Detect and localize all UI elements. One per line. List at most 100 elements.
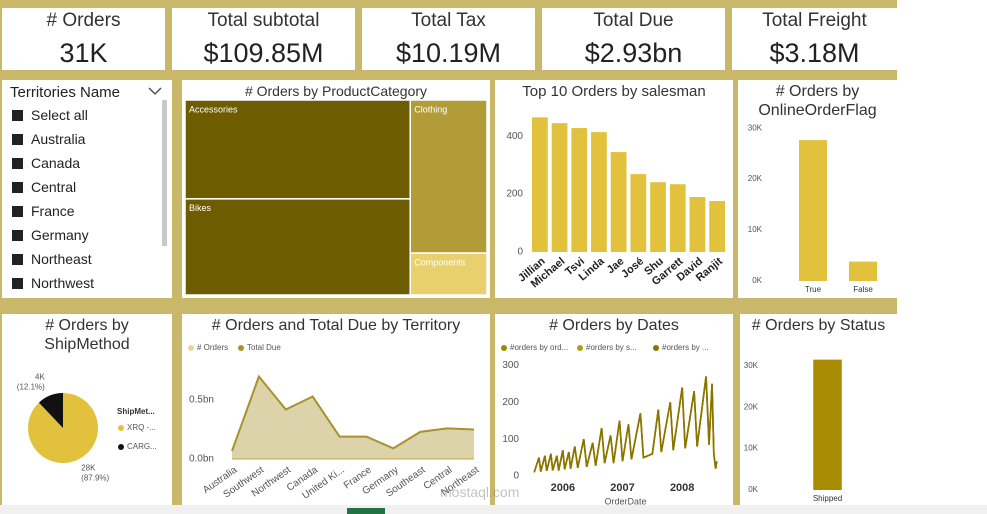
chart: 0K 10K 20K 30K Shipped	[744, 359, 842, 503]
x-tick-label: 2006	[551, 482, 575, 494]
chart-panel: # Orders and Total Due by Territory 0.0bn…	[182, 314, 490, 505]
chart: Accessories Bikes Clothing Components	[184, 99, 488, 296]
chart-title: # Orders and Total Due by Territory	[211, 317, 461, 334]
slicer: Territories Name Select all Australia Canad…	[2, 80, 172, 298]
chart-title: # Orders by Status	[751, 317, 886, 334]
chart-title: # Orders by Dates	[549, 317, 679, 334]
kpi-card: Total subtotal $109.85M	[172, 8, 355, 70]
chart-panel: Top 10 Orders by salesman 0 200 400 Jillian M…	[495, 80, 733, 298]
tile-label: Components	[414, 257, 466, 267]
checkbox	[12, 110, 23, 121]
legend-dot	[118, 425, 124, 431]
tile-label: Bikes	[189, 203, 212, 213]
card-label: Total Freight	[762, 10, 867, 31]
bar	[799, 140, 827, 281]
legend-dot	[238, 345, 244, 351]
chart-title: Top 10 Orders by salesman	[522, 83, 706, 100]
y-tick-label: 30K	[748, 123, 763, 132]
slicer-item[interactable]: Northeast	[12, 251, 92, 267]
card-value: 31K	[59, 38, 108, 68]
card-label: Total Tax	[411, 10, 486, 31]
bar	[689, 196, 706, 252]
bar	[669, 184, 686, 252]
slicer-item[interactable]: Select all	[12, 107, 88, 123]
card-value: $2.93bn	[584, 38, 683, 68]
y-tick-label: 30K	[744, 361, 759, 370]
chevron	[148, 87, 162, 95]
card-value: $3.18M	[769, 38, 860, 68]
bar	[709, 201, 726, 252]
series-line	[533, 376, 718, 473]
treemap-tile	[409, 252, 488, 296]
watermark: mostaql.com	[440, 484, 520, 500]
legend-dot	[188, 345, 194, 351]
chart-panel: # Orders by Status 0K 10K 20K 30K Shipped	[740, 314, 897, 505]
kpi-card: Total Due $2.93bn	[542, 8, 725, 70]
legend-label: #orders by ord...	[510, 343, 568, 352]
area-fill	[232, 376, 474, 459]
tile-label: Accessories	[189, 104, 238, 114]
pie-slice	[28, 393, 99, 463]
slicer-item[interactable]: Canada	[12, 155, 80, 171]
checkbox	[12, 134, 23, 145]
bar	[571, 128, 588, 252]
legend-dot	[501, 345, 507, 351]
pie-percent-label: (87.9%)	[81, 474, 109, 483]
slicer-item-label: Select all	[31, 107, 88, 123]
legend-label: XRQ -...	[127, 423, 156, 432]
bar	[551, 123, 568, 252]
y-tick-label: 0.5bn	[189, 395, 214, 406]
legend-label: #orders by ...	[662, 343, 709, 352]
y-tick-label: 20K	[748, 174, 763, 183]
card-label: Total Due	[593, 10, 674, 31]
y-tick-label: 0K	[748, 485, 758, 494]
y-tick-label: 200	[502, 397, 519, 408]
y-tick-label: 10K	[744, 444, 759, 453]
y-tick-label: 20K	[744, 402, 759, 411]
slicer-item[interactable]: Australia	[12, 131, 85, 147]
chart-panel: # Orders by OnlineOrderFlag 0K 10K 20K 30K Tr…	[738, 80, 897, 298]
y-tick-label: 300	[502, 360, 519, 371]
checkbox	[12, 206, 23, 217]
slicer-item-label: Canada	[31, 155, 81, 171]
pie-slice	[38, 393, 63, 428]
slicer-item-label: Central	[31, 179, 77, 195]
card-value: $10.19M	[395, 38, 502, 68]
slicer-item-label: France	[31, 203, 75, 219]
chart-title: # Orders by OnlineOrderFlag	[758, 83, 877, 119]
y-tick-label: 0	[517, 247, 523, 258]
legend-title: ShipMet...	[117, 407, 155, 416]
x-tick-label: 2008	[670, 482, 694, 494]
slicer-item-label: Northwest	[31, 275, 95, 291]
slicer-item-label: Northeast	[31, 251, 92, 267]
chart-panel: # Orders by ShipMethod 28K (87.9%) XRQ -...…	[2, 314, 172, 505]
checkbox	[12, 254, 23, 265]
pie-count-label: 28K	[81, 464, 96, 473]
card-value: $109.85M	[203, 38, 324, 68]
tab-bar	[0, 505, 987, 514]
checkbox	[12, 158, 23, 169]
bar	[531, 117, 548, 252]
bar	[849, 261, 877, 281]
slicer-item[interactable]: Germany	[12, 227, 89, 243]
active-tab[interactable]	[347, 508, 385, 514]
bar	[813, 359, 842, 490]
chart: 0K 10K 20K 30K True False	[748, 123, 877, 294]
y-tick-label: 10K	[748, 225, 763, 234]
bar	[630, 174, 647, 252]
card-label: Total subtotal	[207, 10, 320, 31]
slicer-item[interactable]: Central	[12, 179, 76, 195]
legend-label: #orders by s...	[586, 343, 637, 352]
chart-panel: # Orders by ProductCategory Accessories Bi…	[182, 80, 490, 298]
x-tick-label: False	[853, 285, 873, 294]
checkbox	[12, 182, 23, 193]
legend-dot	[653, 345, 659, 351]
x-axis-label: OrderDate	[604, 496, 646, 505]
treemap-tile	[184, 198, 411, 296]
slicer-item[interactable]: Northwest	[12, 275, 94, 291]
slicer-item-label: Germany	[31, 227, 89, 243]
legend-dot	[577, 345, 583, 351]
slicer-item[interactable]: France	[12, 203, 75, 219]
chart-title: # Orders by ShipMethod	[44, 317, 130, 353]
